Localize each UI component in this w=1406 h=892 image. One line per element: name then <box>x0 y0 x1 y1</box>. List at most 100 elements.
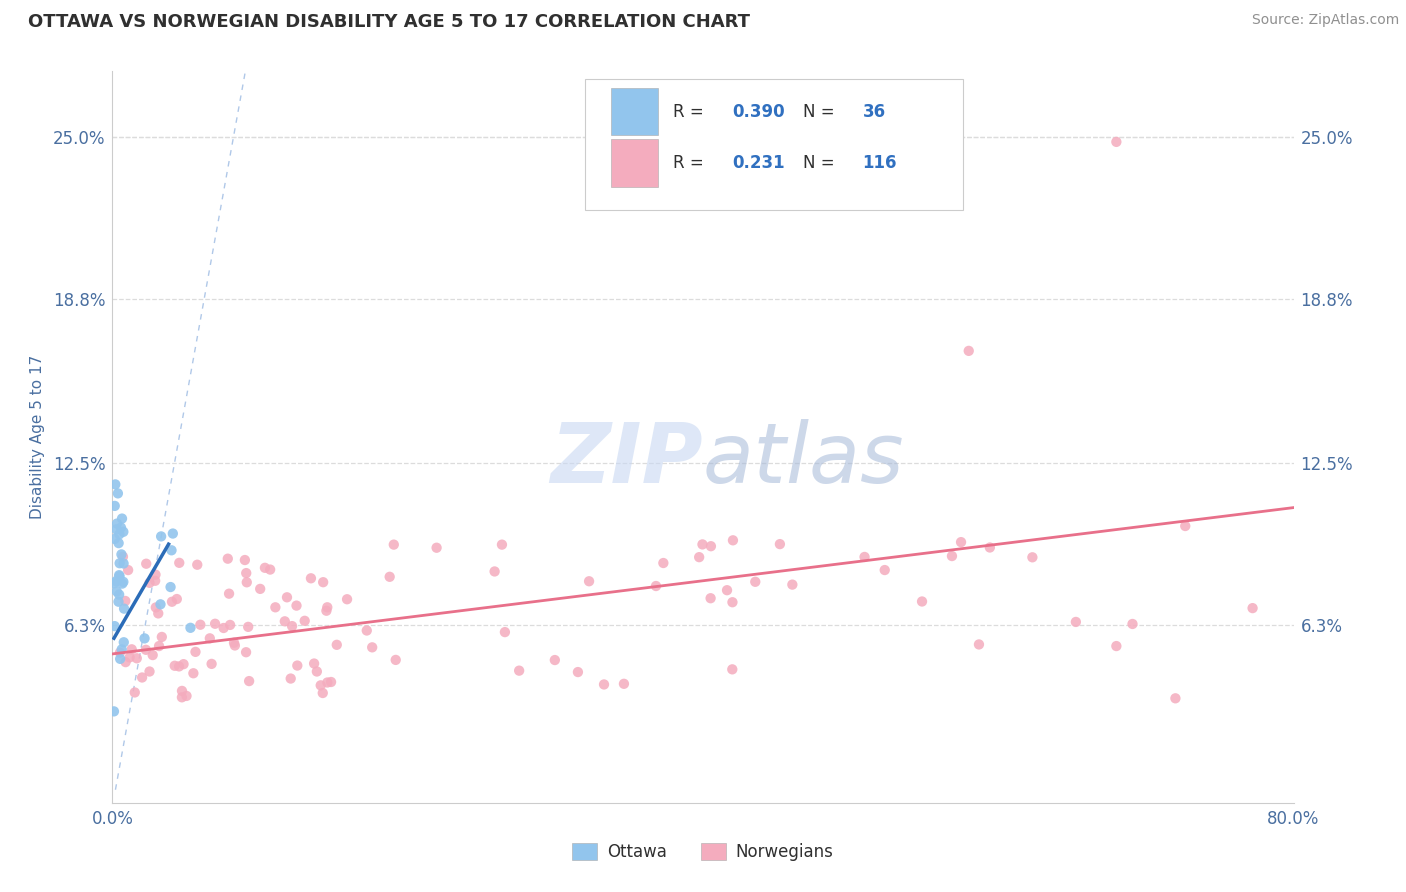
Point <box>112 635 135 649</box>
Point <box>264 600 287 615</box>
Y-axis label: Disability Age 5 to 17: Disability Age 5 to 17 <box>30 355 45 519</box>
Point <box>117 563 139 577</box>
Text: N =: N = <box>803 153 841 172</box>
Point <box>224 639 246 653</box>
Text: 36: 36 <box>862 103 886 120</box>
Text: N =: N = <box>803 103 841 120</box>
Point <box>312 575 335 590</box>
Point <box>131 671 153 685</box>
Point <box>111 549 134 564</box>
Point <box>873 563 896 577</box>
Point <box>305 665 328 679</box>
Point <box>184 645 207 659</box>
Point <box>285 658 308 673</box>
Point <box>356 624 378 638</box>
Point <box>911 594 934 608</box>
Point <box>200 657 222 671</box>
Point <box>105 516 128 531</box>
Point <box>280 672 302 686</box>
Point <box>1121 617 1143 632</box>
Point <box>162 526 184 541</box>
Point <box>112 557 135 571</box>
Point <box>135 642 157 657</box>
Point <box>1064 615 1087 629</box>
Point <box>163 658 186 673</box>
Text: atlas: atlas <box>703 418 904 500</box>
Point <box>578 574 600 589</box>
Point <box>107 536 129 550</box>
Point <box>567 665 589 679</box>
Point <box>212 621 235 635</box>
Point <box>148 639 170 653</box>
Point <box>484 565 506 579</box>
Point <box>326 638 349 652</box>
Point <box>309 678 332 692</box>
Point <box>494 625 516 640</box>
Point <box>336 592 359 607</box>
Text: 0.231: 0.231 <box>733 153 785 172</box>
Point <box>159 580 181 594</box>
Point <box>125 651 148 665</box>
Point <box>312 686 335 700</box>
Point <box>124 685 146 699</box>
Point <box>384 653 406 667</box>
Point <box>378 570 401 584</box>
Point <box>173 657 195 672</box>
Point <box>149 597 172 611</box>
Legend: Ottawa, Norwegians: Ottawa, Norwegians <box>565 836 841 868</box>
Point <box>1105 639 1128 653</box>
Point <box>112 524 135 539</box>
Point <box>294 614 316 628</box>
Point <box>688 550 710 565</box>
Point <box>121 642 143 657</box>
Point <box>166 592 188 607</box>
Point <box>235 566 257 580</box>
Point <box>645 579 668 593</box>
Point <box>236 575 259 590</box>
Point <box>118 650 141 665</box>
Point <box>108 568 131 582</box>
Point <box>186 558 208 572</box>
Point <box>138 665 160 679</box>
Point <box>142 648 165 662</box>
Point <box>103 705 125 719</box>
Point <box>302 657 325 671</box>
Point <box>281 619 304 633</box>
Point <box>105 574 128 589</box>
Text: 116: 116 <box>862 153 897 172</box>
Point <box>426 541 449 555</box>
Point <box>167 659 190 673</box>
Point <box>233 553 256 567</box>
Point <box>1021 550 1043 565</box>
Text: OTTAWA VS NORWEGIAN DISABILITY AGE 5 TO 17 CORRELATION CHART: OTTAWA VS NORWEGIAN DISABILITY AGE 5 TO … <box>28 13 751 31</box>
Point <box>299 571 322 585</box>
Point <box>219 618 242 632</box>
Point <box>145 600 167 615</box>
Point <box>183 666 205 681</box>
Point <box>108 646 131 660</box>
Point <box>104 499 127 513</box>
Point <box>957 343 980 358</box>
Point <box>235 645 257 659</box>
Point <box>285 599 308 613</box>
Point <box>110 548 132 562</box>
Point <box>218 587 240 601</box>
Point <box>108 569 131 583</box>
Point <box>105 584 128 599</box>
Point <box>319 675 342 690</box>
Point <box>593 677 616 691</box>
Point <box>114 655 136 669</box>
Point <box>222 636 245 650</box>
Point <box>104 619 127 633</box>
Point <box>204 616 226 631</box>
Point <box>198 632 221 646</box>
Point <box>145 567 167 582</box>
Point <box>108 588 131 602</box>
Point <box>179 621 201 635</box>
Point <box>652 556 675 570</box>
Point <box>111 511 134 525</box>
Point <box>104 477 127 491</box>
Point <box>238 674 260 689</box>
Point <box>190 617 212 632</box>
Point <box>950 535 973 549</box>
